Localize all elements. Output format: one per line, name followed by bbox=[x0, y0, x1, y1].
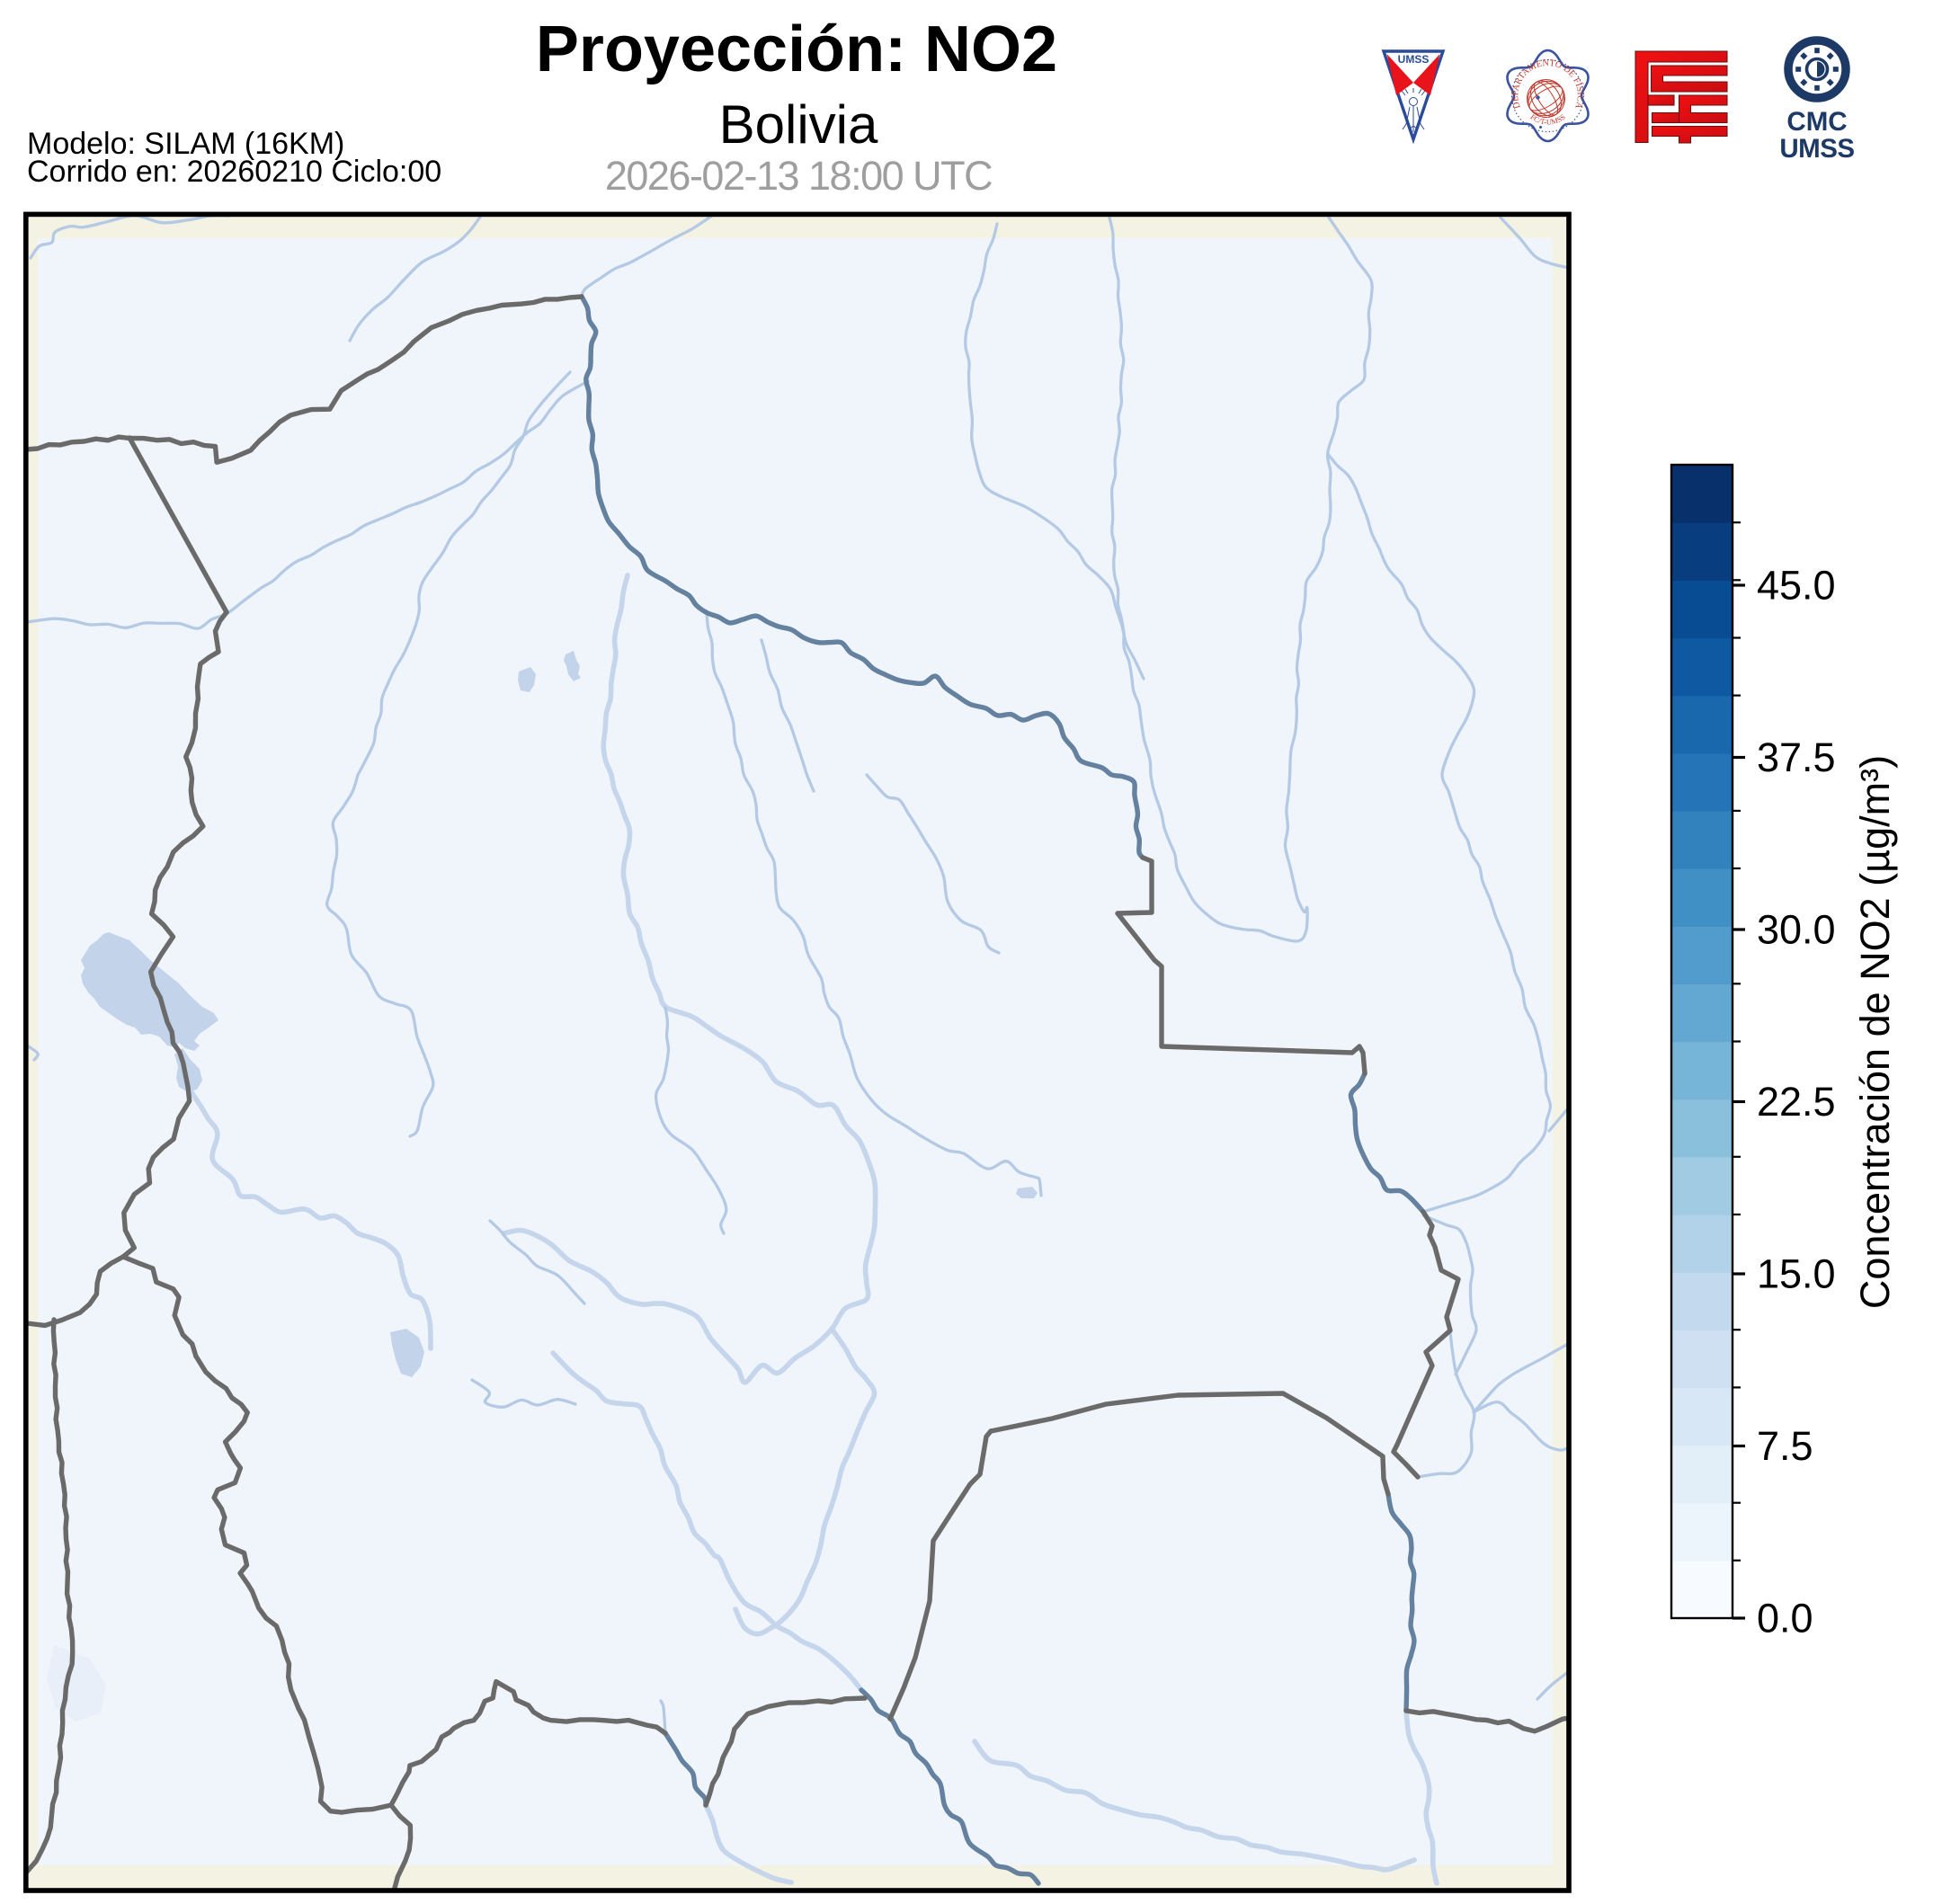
svg-text:FC/T-UMSS: FC/T-UMSS bbox=[1528, 112, 1567, 127]
svg-text:UMSS: UMSS bbox=[1398, 53, 1430, 66]
svg-text:22.5: 22.5 bbox=[1757, 1079, 1836, 1125]
svg-text:UMSS: UMSS bbox=[1779, 134, 1854, 164]
svg-text:30.0: 30.0 bbox=[1757, 907, 1836, 953]
svg-text:45.0: 45.0 bbox=[1757, 563, 1836, 609]
svg-text:0.0: 0.0 bbox=[1757, 1596, 1813, 1642]
svg-text:37.5: 37.5 bbox=[1757, 734, 1836, 780]
svg-text:7.5: 7.5 bbox=[1757, 1423, 1813, 1469]
svg-text:CMC: CMC bbox=[1786, 107, 1847, 137]
svg-text:Concentración de NO2 (µg/m³): Concentración de NO2 (µg/m³) bbox=[1852, 755, 1898, 1309]
svg-text:DEPARTAMENTO DE FÍSICA: DEPARTAMENTO DE FÍSICA bbox=[1510, 58, 1585, 111]
svg-text:15.0: 15.0 bbox=[1757, 1251, 1836, 1297]
